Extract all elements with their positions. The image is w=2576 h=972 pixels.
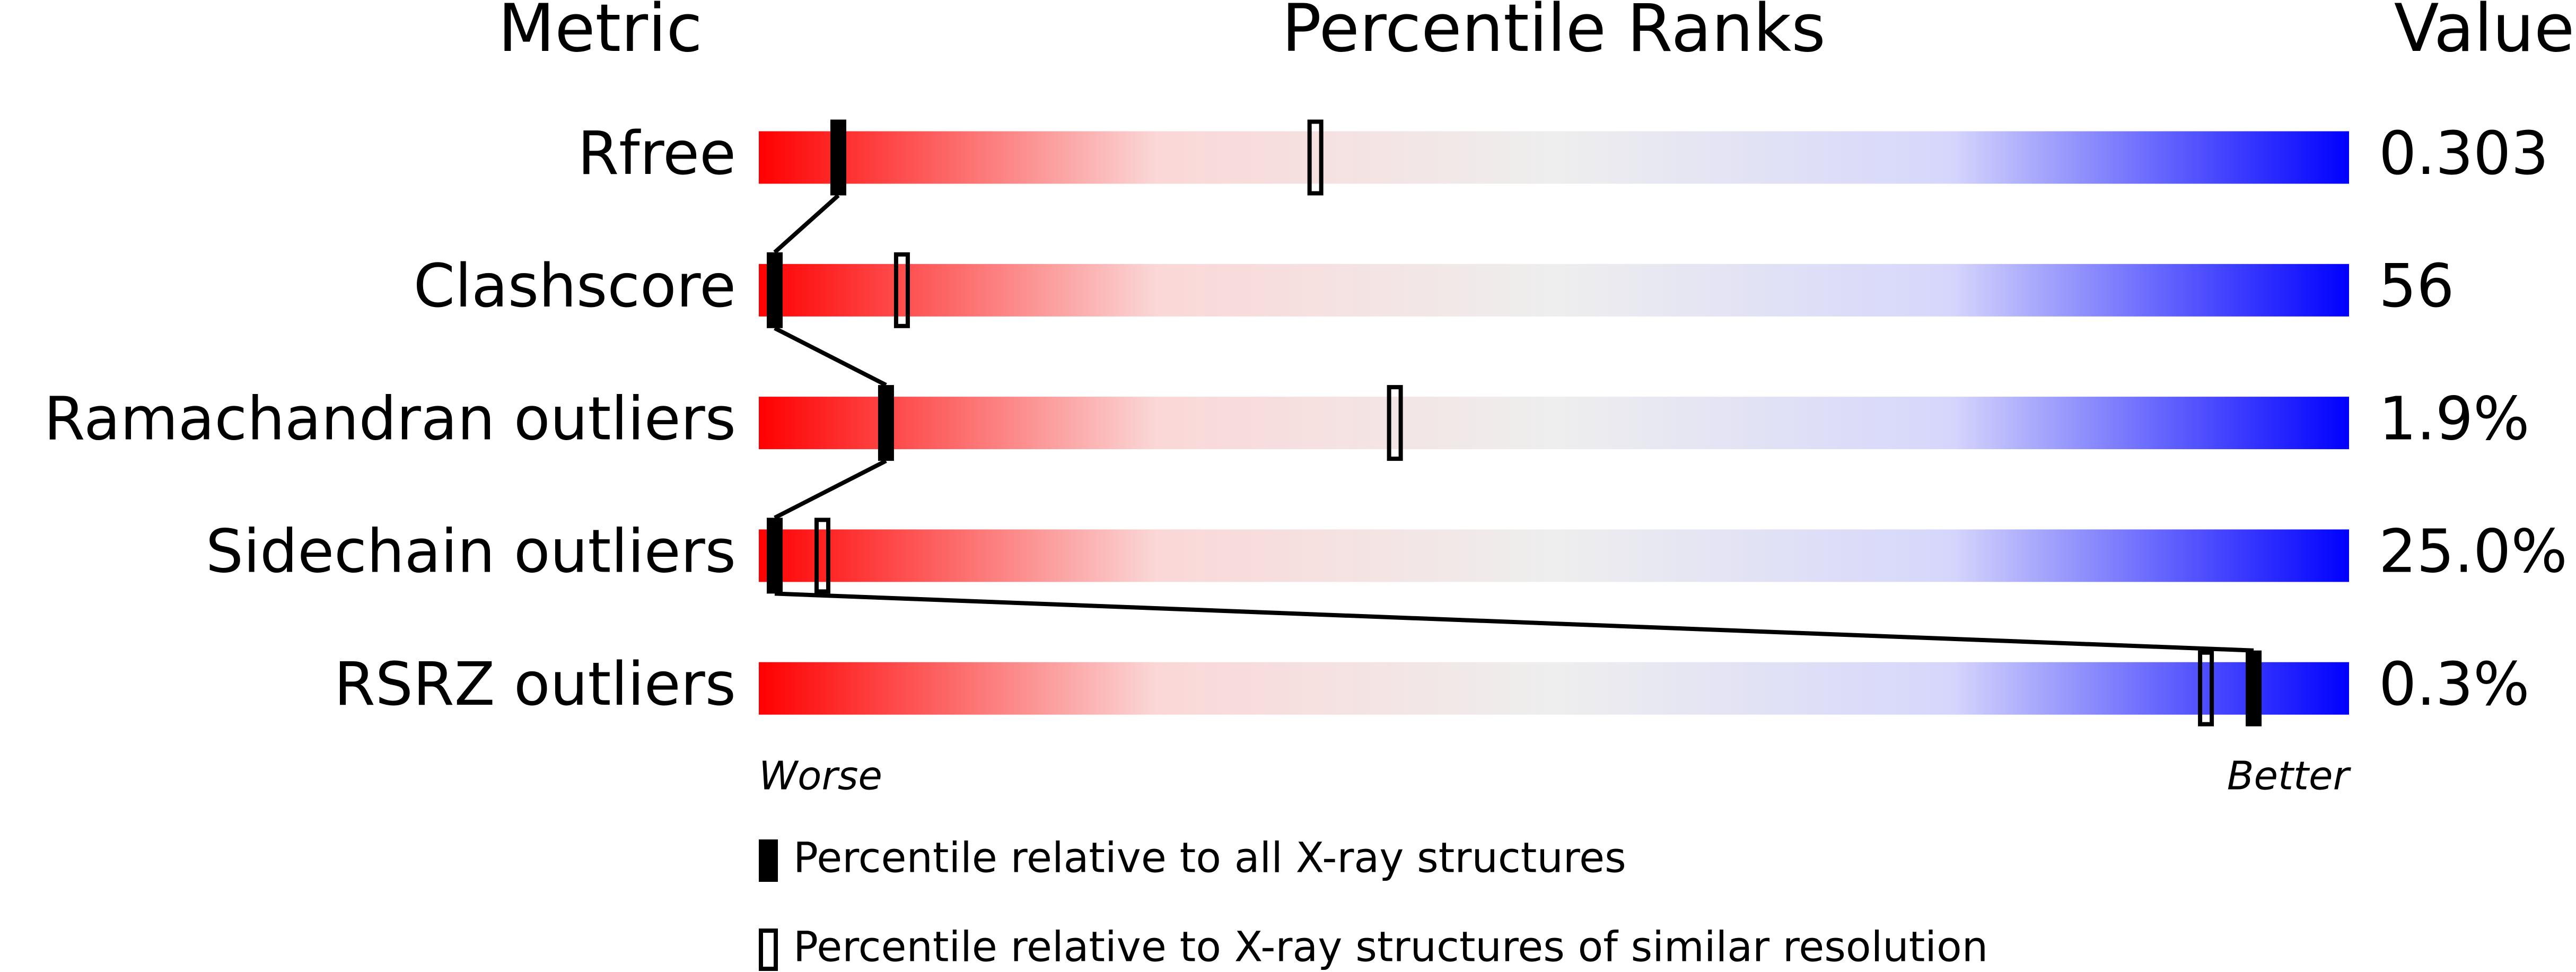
percentile-bar <box>759 529 2349 582</box>
metric-label: Clashscore <box>414 252 736 321</box>
metric-label: Sidechain outliers <box>206 518 736 586</box>
percentile-marker-similar <box>1387 385 1403 461</box>
legend-label: Percentile relative to X-ray structures … <box>793 923 1988 971</box>
worse-label: Worse <box>759 754 882 799</box>
metric-label: Rfree <box>577 119 736 188</box>
percentile-bar <box>759 397 2349 450</box>
metric-value: 1.9% <box>2379 384 2530 453</box>
metric-value: 0.3% <box>2379 650 2530 719</box>
percentile-bar <box>759 131 2349 184</box>
legend-swatch <box>759 929 778 971</box>
percentile-connector <box>773 194 2254 653</box>
metric-value: 25.0% <box>2379 518 2568 586</box>
percentile-bar <box>759 662 2349 715</box>
metric-value: 56 <box>2379 252 2455 321</box>
percentile-marker-all <box>766 518 783 594</box>
percentile-bar <box>759 264 2349 317</box>
percentile-marker-similar <box>814 518 830 594</box>
metric-header: Metric <box>498 0 703 67</box>
percentile-marker-all <box>830 119 846 196</box>
percentile-marker-all <box>878 385 894 461</box>
ranks-header: Percentile Ranks <box>1282 0 1826 67</box>
metric-label: RSRZ outliers <box>334 650 736 719</box>
percentile-marker-all <box>2246 650 2262 726</box>
percentile-marker-similar <box>2198 650 2214 726</box>
legend-swatch <box>759 839 778 882</box>
metric-value: 0.303 <box>2379 119 2549 188</box>
percentile-marker-similar <box>893 252 910 328</box>
percentile-marker-similar <box>1307 119 1324 196</box>
metric-label: Ramachandran outliers <box>44 384 736 453</box>
better-label: Better <box>2227 754 2352 799</box>
value-header: Value <box>2394 0 2575 67</box>
percentile-marker-all <box>766 252 783 328</box>
legend-label: Percentile relative to all X-ray structu… <box>793 834 1626 882</box>
